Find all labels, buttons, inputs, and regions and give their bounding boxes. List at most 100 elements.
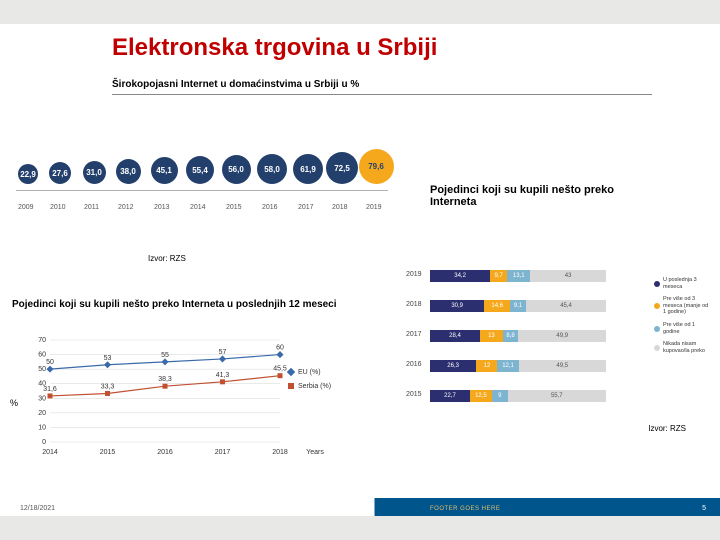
stacked-segment: 14,6 <box>484 300 510 312</box>
legend-label: Pre više od 3 meseca (manje od 1 godine) <box>663 296 710 316</box>
bubble-point: 58,0 <box>257 154 287 184</box>
svg-text:60: 60 <box>276 345 284 352</box>
left-chart-title: Pojedinci koji su kupili nešto preko Int… <box>12 299 372 310</box>
bubble-point: 56,0 <box>222 155 251 184</box>
stacked-segment: 26,3 <box>430 360 476 372</box>
legend-dot-icon <box>654 345 660 351</box>
svg-text:2018: 2018 <box>272 449 288 456</box>
stacked-segment: 9,1 <box>510 300 526 312</box>
bubble-year: 2012 <box>118 204 134 211</box>
svg-text:2015: 2015 <box>100 449 116 456</box>
source-label-2: Izvor: RZS <box>648 424 686 433</box>
footer-text: FOOTER GOES HERE <box>430 506 500 512</box>
bubble-point: 61,9 <box>293 154 323 184</box>
stacked-segment: 12 <box>476 360 497 372</box>
source-label-1: Izvor: RZS <box>148 254 186 263</box>
stacked-row-year: 2015 <box>406 391 422 398</box>
bubble-year: 2013 <box>154 204 170 211</box>
line-chart: 0102030405060702014201520162017201850535… <box>20 334 350 464</box>
divider <box>112 94 652 95</box>
bubble-point: 72,5 <box>326 152 358 184</box>
stacked-segment: 13,1 <box>507 270 530 282</box>
stacked-segment: 13 <box>480 330 503 342</box>
legend-dot-icon <box>654 281 660 287</box>
legend-item: U poslednja 3 meseca <box>654 277 710 290</box>
bubble-year: 2018 <box>332 204 348 211</box>
svg-text:53: 53 <box>104 355 112 362</box>
bubble-year: 2015 <box>226 204 242 211</box>
bubble-point: 45,1 <box>151 157 178 184</box>
page-title: Elektronska trgovina u Srbiji <box>112 34 437 62</box>
svg-text:20: 20 <box>38 410 46 417</box>
bubble-point: 31,0 <box>83 161 106 184</box>
bubble-point: 55,4 <box>186 156 214 184</box>
stacked-segment: 8,8 <box>503 330 518 342</box>
svg-text:10: 10 <box>38 424 46 431</box>
stacked-row: 2019 34,29,713,143 <box>402 267 672 285</box>
svg-text:33,3: 33,3 <box>101 383 115 390</box>
legend-item: Nikada nisam kupovao/la preko <box>654 341 710 354</box>
svg-text:41,3: 41,3 <box>216 372 230 379</box>
legend-label: Nikada nisam kupovao/la preko <box>663 341 710 354</box>
stacked-segment: 9 <box>492 390 508 402</box>
right-chart-title: Pojedinci koji su kupili nešto preko Int… <box>430 184 660 208</box>
svg-text:2016: 2016 <box>157 449 173 456</box>
stacked-row-year: 2019 <box>406 271 422 278</box>
stacked-row: 201522,712,5955,7 <box>402 387 672 405</box>
stacked-row-year: 2016 <box>406 361 422 368</box>
legend-item: Pre više od 3 meseca (manje od 1 godine) <box>654 296 710 316</box>
svg-text:EU (%): EU (%) <box>298 369 321 376</box>
stacked-segment: 9,7 <box>490 270 507 282</box>
stacked-row-year: 2018 <box>406 301 422 308</box>
stacked-segment: 12,1 <box>497 360 518 372</box>
stacked-segment: 30,9 <box>430 300 484 312</box>
svg-text:57: 57 <box>219 349 227 356</box>
footer-bar: 12/18/2021 FOOTER GOES HERE 5 <box>0 498 720 516</box>
y-axis-label: % <box>10 398 18 408</box>
stacked-segment: 43 <box>530 270 606 282</box>
bubble-year: 2009 <box>18 204 34 211</box>
bubble-point: 79,6 <box>359 149 394 184</box>
svg-text:Serbia (%): Serbia (%) <box>298 383 331 390</box>
page-number: 5 <box>702 505 706 512</box>
stacked-segment: 49,9 <box>518 330 606 342</box>
stacked-segment: 49,5 <box>519 360 606 372</box>
svg-text:60: 60 <box>38 352 46 359</box>
bubble-year: 2010 <box>50 204 66 211</box>
stacked-row: 201830,914,69,145,4 <box>402 297 672 315</box>
svg-text:30: 30 <box>38 395 46 402</box>
bubble-year: 2011 <box>84 204 99 211</box>
stacked-legend: U poslednja 3 meseca Pre više od 3 meseca… <box>654 277 710 360</box>
slide-body: Elektronska trgovina u Srbiji Širokopoja… <box>0 24 720 516</box>
stacked-row: 2017 28,4138,849,9 <box>402 327 672 345</box>
bubble-year: 2016 <box>262 204 278 211</box>
stacked-segment: 28,4 <box>430 330 480 342</box>
bubble-year: 2019 <box>366 204 382 211</box>
svg-text:Years: Years <box>306 449 324 456</box>
footer-date: 12/18/2021 <box>20 505 55 512</box>
legend-label: Pre više od 1 godine <box>663 322 710 335</box>
bubble-year: 2014 <box>190 204 206 211</box>
bubble-point: 22,9 <box>18 164 38 184</box>
svg-text:0: 0 <box>42 439 46 446</box>
svg-text:70: 70 <box>38 337 46 344</box>
svg-text:2014: 2014 <box>42 449 58 456</box>
legend-dot-icon <box>654 326 660 332</box>
legend-label: U poslednja 3 meseca <box>663 277 710 290</box>
bubble-chart: 22,9200927,6201031,0201138,0201245,12013… <box>10 124 390 214</box>
svg-text:31,6: 31,6 <box>43 386 57 393</box>
stacked-segment: 22,7 <box>430 390 470 402</box>
stacked-bar-chart: 201934,29,713,143201830,914,69,145,42017… <box>402 259 712 424</box>
bubble-year: 2017 <box>298 204 314 211</box>
legend-item: Pre više od 1 godine <box>654 322 710 335</box>
stacked-row: 2016 26,31212,149,5 <box>402 357 672 375</box>
legend-dot-icon <box>654 303 660 309</box>
bubble-point: 38,0 <box>116 159 141 184</box>
subtitle: Širokopojasni Internet u domaćinstvima u… <box>112 79 359 90</box>
bubble-baseline <box>16 190 388 191</box>
svg-text:50: 50 <box>46 359 54 366</box>
svg-text:45,5: 45,5 <box>273 366 287 373</box>
svg-text:50: 50 <box>38 366 46 373</box>
stacked-row-year: 2017 <box>406 331 422 338</box>
stacked-segment: 34,2 <box>430 270 490 282</box>
